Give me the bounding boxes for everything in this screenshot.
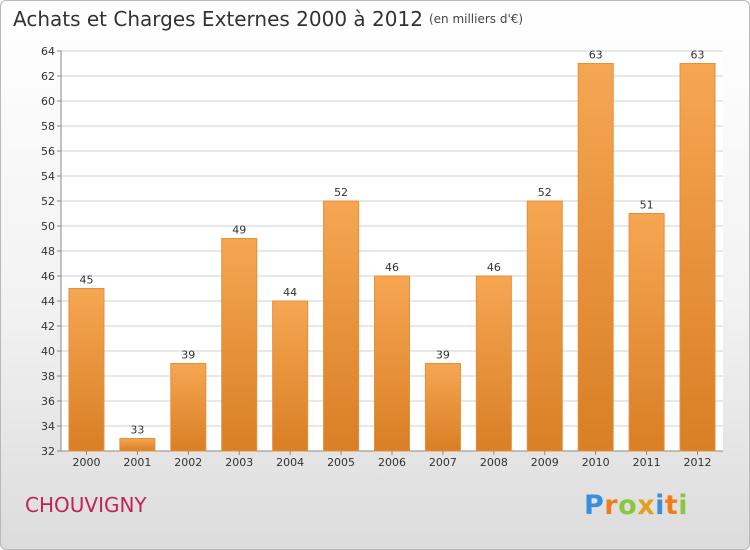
bar <box>424 363 461 452</box>
x-tick-label: 2002 <box>174 456 202 469</box>
x-tick-label: 2012 <box>684 456 712 469</box>
x-tick-label: 2009 <box>531 456 559 469</box>
bar <box>323 200 360 452</box>
y-tick-label: 58 <box>41 120 55 133</box>
x-tick-label: 2004 <box>276 456 304 469</box>
x-tick-label: 2008 <box>480 456 508 469</box>
bar-value-label: 39 <box>436 349 450 362</box>
logo-letter: i <box>655 490 665 521</box>
x-tick-label: 2005 <box>327 456 355 469</box>
logo-letter: P <box>584 490 605 521</box>
bar-value-label: 45 <box>79 274 93 287</box>
bar-value-label: 49 <box>232 224 246 237</box>
y-tick-label: 64 <box>41 45 55 58</box>
bar <box>68 288 105 452</box>
y-tick-label: 54 <box>41 170 55 183</box>
chart-title: Achats et Charges Externes 2000 à 2012 (e… <box>13 7 523 31</box>
proxiti-logo: Proxiti <box>584 490 688 521</box>
bar <box>526 200 563 452</box>
x-tick-label: 2010 <box>582 456 610 469</box>
y-tick-label: 62 <box>41 70 55 83</box>
y-tick-label: 44 <box>41 295 55 308</box>
bar <box>170 363 207 452</box>
y-tick-label: 46 <box>41 270 55 283</box>
y-tick-label: 38 <box>41 370 55 383</box>
x-tick-label: 2007 <box>429 456 457 469</box>
logo-letter: x <box>637 490 656 521</box>
bar <box>374 275 410 452</box>
bar-value-label: 52 <box>538 186 552 199</box>
bar-value-label: 63 <box>691 49 705 62</box>
x-tick-label: 2003 <box>225 456 253 469</box>
x-tick-label: 2000 <box>72 456 100 469</box>
y-tick-label: 34 <box>41 420 55 433</box>
logo-letter: i <box>678 490 689 521</box>
y-tick-label: 48 <box>41 245 55 258</box>
x-tick-label: 2011 <box>633 456 661 469</box>
bar <box>475 275 512 452</box>
commune-name: CHOUVIGNY <box>25 493 147 517</box>
x-tick-label: 2001 <box>123 456 151 469</box>
logo-letter: o <box>618 490 638 521</box>
bar <box>628 213 665 452</box>
x-tick-label: 2006 <box>378 456 406 469</box>
bar-value-label: 46 <box>487 261 501 274</box>
bar-value-label: 44 <box>283 286 297 299</box>
y-tick-label: 42 <box>41 320 55 333</box>
bar-value-label: 46 <box>385 261 399 274</box>
bar-value-label: 33 <box>130 424 144 437</box>
bar-value-label: 51 <box>640 199 654 212</box>
y-tick-label: 60 <box>41 95 55 108</box>
y-tick-label: 40 <box>41 345 55 358</box>
chart-subtitle: (en milliers d'€) <box>428 12 524 26</box>
y-tick-label: 36 <box>41 395 55 408</box>
bar-value-label: 52 <box>334 186 348 199</box>
logo-letter: r <box>604 490 619 521</box>
bar <box>119 438 156 452</box>
y-tick-label: 52 <box>41 195 55 208</box>
y-tick-label: 50 <box>41 220 55 233</box>
y-tick-label: 32 <box>41 445 55 458</box>
y-tick-label: 56 <box>41 145 55 158</box>
bar-value-label: 39 <box>181 349 195 362</box>
bar <box>577 63 614 452</box>
chart-title-text: Achats et Charges Externes 2000 à 2012 <box>13 7 423 31</box>
logo-letter: t <box>664 490 679 521</box>
bar <box>272 300 309 452</box>
bar <box>221 238 258 452</box>
bar <box>679 63 716 452</box>
bar-value-label: 63 <box>589 49 603 62</box>
